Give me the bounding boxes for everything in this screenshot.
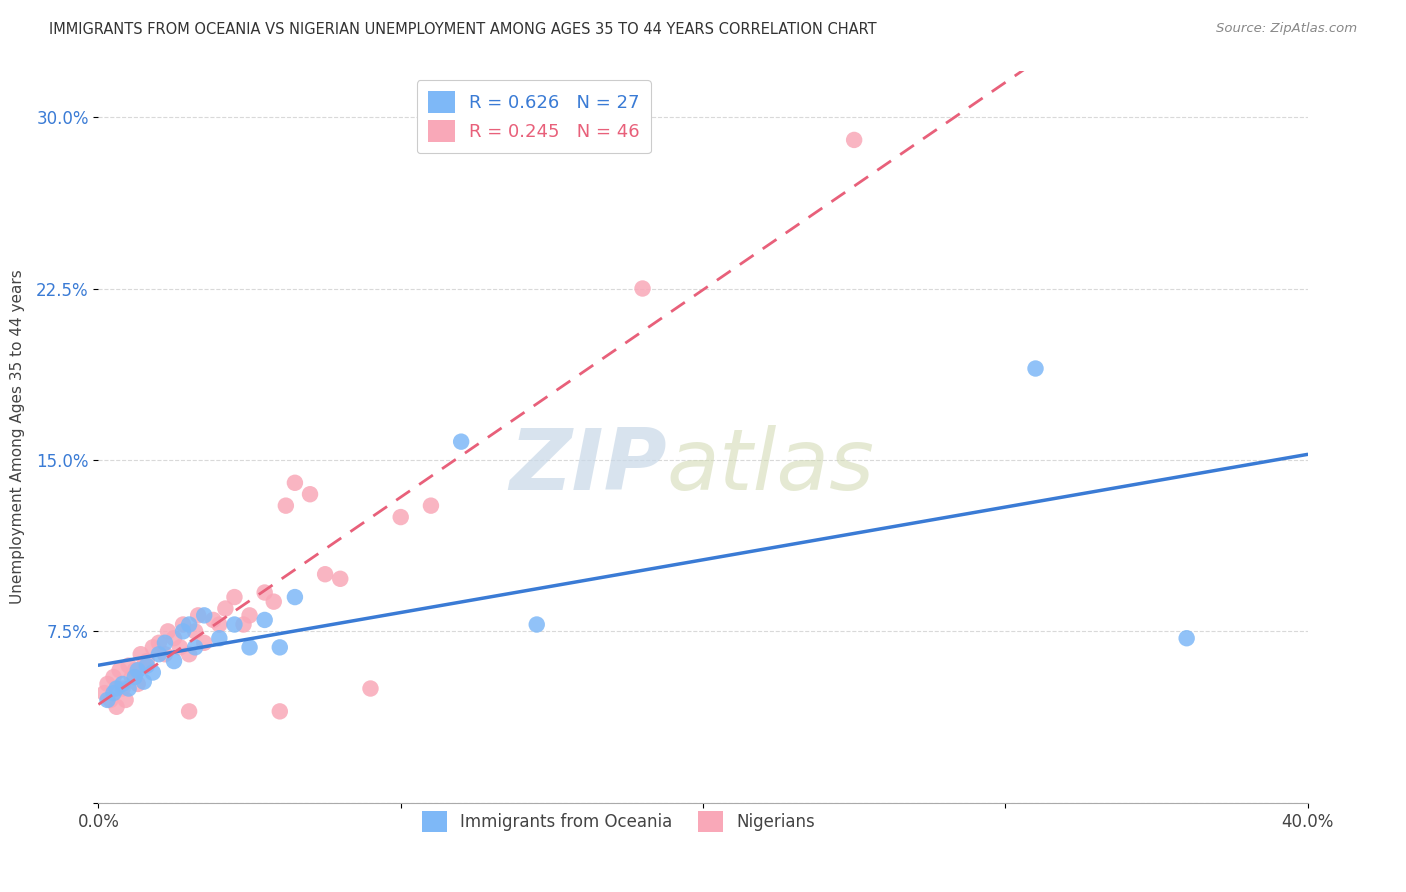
- Point: [253, 585, 276, 599]
- Point: [105, 699, 128, 714]
- Point: [284, 475, 307, 490]
- Point: [214, 601, 236, 615]
- Legend: Immigrants from Oceania, Nigerians: Immigrants from Oceania, Nigerians: [415, 805, 821, 838]
- Point: [193, 608, 215, 623]
- Point: [1024, 361, 1046, 376]
- Point: [111, 681, 134, 696]
- Point: [224, 590, 246, 604]
- Point: [100, 693, 122, 707]
- Point: [232, 617, 254, 632]
- Point: [631, 281, 654, 295]
- Point: [360, 681, 382, 696]
- Text: Source: ZipAtlas.com: Source: ZipAtlas.com: [1216, 22, 1357, 36]
- Point: [103, 686, 125, 700]
- Point: [163, 654, 186, 668]
- Point: [284, 590, 307, 604]
- Point: [127, 663, 149, 677]
- Text: atlas: atlas: [666, 425, 875, 508]
- Point: [450, 434, 472, 449]
- Point: [153, 647, 176, 661]
- Point: [118, 658, 141, 673]
- Point: [93, 686, 115, 700]
- Point: [420, 499, 443, 513]
- Point: [274, 499, 297, 513]
- Point: [172, 617, 194, 632]
- Point: [135, 654, 157, 668]
- Point: [148, 636, 170, 650]
- Point: [163, 632, 186, 646]
- Point: [153, 636, 176, 650]
- Point: [269, 640, 291, 655]
- Point: [132, 674, 155, 689]
- Point: [108, 663, 131, 677]
- Text: ZIP: ZIP: [509, 425, 666, 508]
- Point: [299, 487, 322, 501]
- Point: [526, 617, 548, 632]
- Point: [148, 647, 170, 661]
- Point: [224, 617, 246, 632]
- Point: [208, 617, 231, 632]
- Point: [239, 608, 262, 623]
- Point: [184, 640, 207, 655]
- Point: [179, 647, 201, 661]
- Point: [121, 670, 143, 684]
- Point: [253, 613, 276, 627]
- Point: [179, 705, 201, 719]
- Y-axis label: Unemployment Among Ages 35 to 44 years: Unemployment Among Ages 35 to 44 years: [10, 269, 25, 605]
- Point: [172, 624, 194, 639]
- Point: [187, 608, 209, 623]
- Point: [208, 632, 231, 646]
- Point: [239, 640, 262, 655]
- Point: [314, 567, 336, 582]
- Point: [96, 693, 118, 707]
- Point: [96, 677, 118, 691]
- Point: [142, 665, 165, 680]
- Point: [135, 658, 157, 673]
- Point: [1175, 632, 1198, 646]
- Point: [105, 681, 128, 696]
- Point: [389, 510, 412, 524]
- Point: [118, 681, 141, 696]
- Point: [124, 663, 146, 677]
- Point: [263, 595, 285, 609]
- Point: [103, 670, 125, 684]
- Point: [269, 705, 291, 719]
- Point: [114, 693, 136, 707]
- Point: [142, 640, 165, 655]
- Point: [202, 613, 225, 627]
- Point: [169, 640, 191, 655]
- Point: [129, 647, 152, 661]
- Point: [184, 624, 207, 639]
- Point: [124, 670, 146, 684]
- Point: [127, 677, 149, 691]
- Point: [179, 617, 201, 632]
- Point: [156, 624, 179, 639]
- Point: [193, 636, 215, 650]
- Point: [111, 677, 134, 691]
- Point: [329, 572, 352, 586]
- Text: IMMIGRANTS FROM OCEANIA VS NIGERIAN UNEMPLOYMENT AMONG AGES 35 TO 44 YEARS CORRE: IMMIGRANTS FROM OCEANIA VS NIGERIAN UNEM…: [49, 22, 877, 37]
- Point: [132, 658, 155, 673]
- Point: [844, 133, 866, 147]
